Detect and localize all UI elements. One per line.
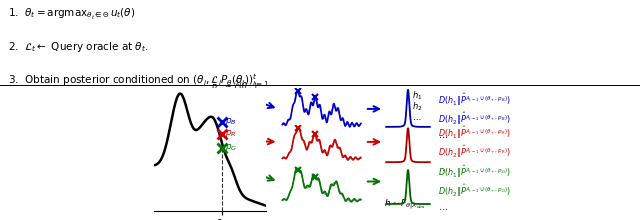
Text: $\cdots$: $\cdots$ <box>438 131 449 139</box>
Text: $\cdots$: $\cdots$ <box>438 203 449 212</box>
Text: $h_1$: $h_1$ <box>412 90 422 102</box>
Text: $D(h_2\|\hat{P}^{A_{t-1}\cup(\theta_+,p_G)})$: $D(h_2\|\hat{P}^{A_{t-1}\cup(\theta_+,p_… <box>438 183 511 199</box>
Text: $\cdots$: $\cdots$ <box>412 113 421 122</box>
Text: $h \sim F_{\theta|X_{obs}}$: $h \sim F_{\theta|X_{obs}}$ <box>384 198 426 212</box>
Text: $D(h_2\|\hat{P}^{A_{t-1}\cup(\theta_+,p_R)})$: $D(h_2\|\hat{P}^{A_{t-1}\cup(\theta_+,p_… <box>438 143 511 160</box>
Text: $D(h_1\|\hat{P}^{A_{t-1}\cup(\theta_+,p_B)})$: $D(h_1\|\hat{P}^{A_{t-1}\cup(\theta_+,p_… <box>438 91 511 108</box>
Text: 1.  $\theta_t = \mathrm{argmax}_{\theta_t \in \Theta}\, u_t(\theta)$: 1. $\theta_t = \mathrm{argmax}_{\theta_t… <box>8 7 135 22</box>
Text: 2.  $\mathcal{L}_t \leftarrow$ Query oracle at $\theta_t$.: 2. $\mathcal{L}_t \leftarrow$ Query orac… <box>8 40 148 54</box>
Text: $\log P(\theta, X_{obs})$: $\log P(\theta, X_{obs})$ <box>156 90 208 103</box>
Text: $h_2$: $h_2$ <box>412 100 422 113</box>
Text: $D(h_1\|\hat{P}^{A_{t-1}\cup(\theta_+,p_R)})$: $D(h_1\|\hat{P}^{A_{t-1}\cup(\theta_+,p_… <box>438 124 511 141</box>
Text: $\cdots$: $\cdots$ <box>438 164 449 172</box>
Text: $p_+ \sim \tilde{\mathcal{L}}(\theta_+)$: $p_+ \sim \tilde{\mathcal{L}}(\theta_+)$ <box>211 79 259 93</box>
Text: $p_G$: $p_G$ <box>225 142 237 153</box>
Text: $p_R$: $p_R$ <box>225 128 236 139</box>
Text: 3.  Obtain posterior conditioned on $(\theta_i, \mathcal{L}_i P_\theta(\theta_i): 3. Obtain posterior conditioned on $(\th… <box>8 73 269 89</box>
Text: $D(h_1\|\hat{P}^{A_{t-1}\cup(\theta_+,p_G)})$: $D(h_1\|\hat{P}^{A_{t-1}\cup(\theta_+,p_… <box>438 164 511 180</box>
Text: $p_B$: $p_B$ <box>225 116 237 127</box>
Text: $D(h_2\|\hat{P}^{A_{t-1}\cup(\theta_+,p_B)})$: $D(h_2\|\hat{P}^{A_{t-1}\cup(\theta_+,p_… <box>438 110 511 126</box>
